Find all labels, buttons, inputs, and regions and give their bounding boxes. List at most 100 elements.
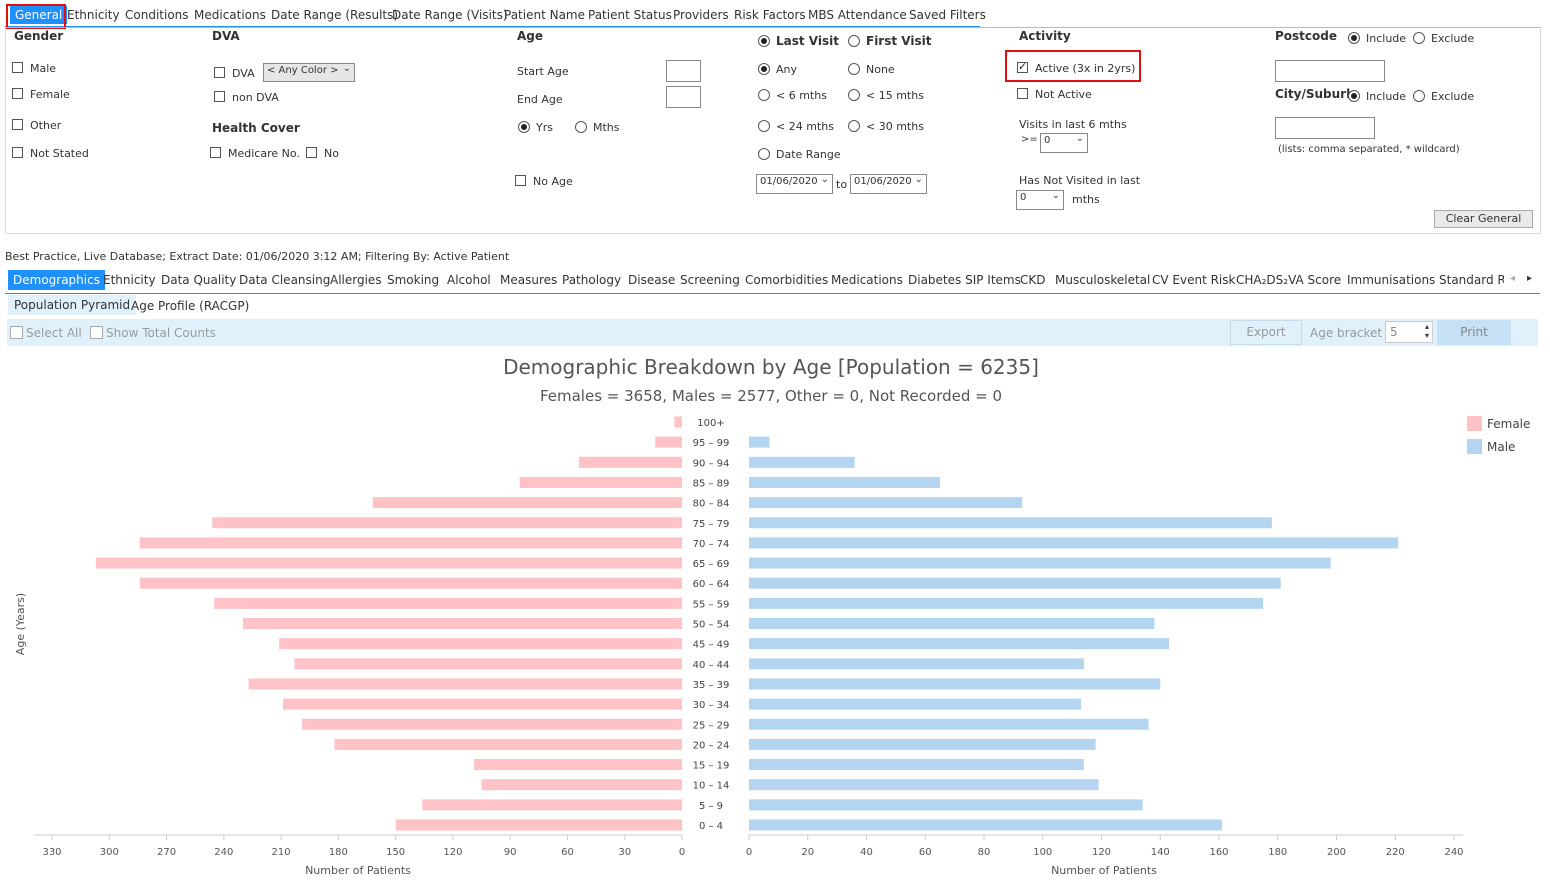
- bar-male-7[interactable]: [749, 557, 1331, 569]
- report-tab-medications[interactable]: Medications: [831, 273, 903, 287]
- not-visited-select[interactable]: 0 ⌄: [1016, 190, 1064, 210]
- report-tab-cha-ds-va-score[interactable]: CHA₂DS₂VA Score: [1236, 273, 1342, 287]
- bar-male-9[interactable]: [749, 597, 1264, 609]
- age-bracket-input[interactable]: 5 ▴ ▾: [1385, 321, 1433, 343]
- no-medicare-checkbox[interactable]: [306, 147, 317, 158]
- male-checkbox[interactable]: [12, 62, 23, 73]
- dva-color-select[interactable]: < Any Color > ⌄: [263, 63, 355, 82]
- filter-tab-saved-filters[interactable]: Saved Filters: [909, 8, 986, 22]
- show-total-checkbox[interactable]: [90, 326, 103, 339]
- report-tab-measures[interactable]: Measures: [500, 273, 558, 287]
- city-exclude-radio[interactable]: [1413, 90, 1425, 102]
- bar-male-3[interactable]: [749, 476, 940, 488]
- report-tab-screening[interactable]: Screening: [680, 273, 740, 287]
- filter-tab-patient-status[interactable]: Patient Status: [588, 8, 672, 22]
- start-age-input[interactable]: [666, 60, 701, 82]
- bar-male-6[interactable]: [749, 537, 1399, 549]
- legend-female-label[interactable]: Female: [1487, 417, 1530, 431]
- not-stated-checkbox[interactable]: [12, 147, 23, 158]
- postcode-include-radio[interactable]: [1348, 32, 1360, 44]
- city-include-radio[interactable]: [1348, 90, 1360, 102]
- postcode-input[interactable]: [1275, 60, 1385, 82]
- medicare-checkbox[interactable]: [210, 147, 221, 158]
- report-tab-cv-event-risk[interactable]: CV Event Risk: [1152, 273, 1236, 287]
- bar-male-15[interactable]: [749, 718, 1149, 730]
- bar-male-1[interactable]: [749, 436, 770, 448]
- bar-male-17[interactable]: [749, 759, 1084, 771]
- bar-female-16[interactable]: [334, 738, 682, 750]
- bar-female-10[interactable]: [242, 618, 682, 629]
- bar-male-5[interactable]: [749, 517, 1272, 529]
- filter-tab-patient-name[interactable]: Patient Name: [504, 8, 585, 22]
- lt24-radio[interactable]: [758, 120, 770, 132]
- report-tab-comorbidities[interactable]: Comorbidities: [745, 273, 829, 287]
- bar-female-15[interactable]: [302, 718, 682, 730]
- bar-female-13[interactable]: [248, 678, 683, 690]
- date-from-select[interactable]: 01/06/2020 ⌄: [756, 174, 833, 194]
- bar-female-7[interactable]: [95, 557, 683, 569]
- bar-female-5[interactable]: [212, 517, 682, 529]
- report-tab-demographics[interactable]: Demographics: [8, 270, 105, 290]
- select-all-checkbox[interactable]: [10, 326, 23, 339]
- active-checkbox[interactable]: [1017, 60, 1028, 73]
- filter-tab-risk-factors[interactable]: Risk Factors: [734, 8, 806, 22]
- legend-male-swatch[interactable]: [1467, 439, 1482, 454]
- end-age-input[interactable]: [666, 86, 701, 108]
- bar-male-4[interactable]: [749, 497, 1023, 509]
- first-visit-radio[interactable]: [848, 35, 860, 47]
- none-radio[interactable]: [848, 63, 860, 75]
- any-radio[interactable]: [758, 63, 770, 75]
- report-tab-alcohol[interactable]: Alcohol: [447, 273, 491, 287]
- date-to-select[interactable]: 01/06/2020 ⌄: [850, 174, 927, 194]
- report-tab-ethnicity[interactable]: Ethnicity: [103, 273, 156, 287]
- report-tab-standard-re[interactable]: Standard Re: [1439, 273, 1504, 287]
- last-visit-radio[interactable]: [758, 35, 770, 47]
- dva-checkbox[interactable]: [214, 67, 225, 78]
- bar-male-16[interactable]: [749, 738, 1096, 750]
- bar-male-14[interactable]: [749, 698, 1081, 710]
- bar-female-9[interactable]: [214, 597, 683, 609]
- female-checkbox[interactable]: [12, 88, 23, 99]
- lt6-radio[interactable]: [758, 89, 770, 101]
- other-checkbox[interactable]: [12, 119, 23, 130]
- date-range-radio[interactable]: [758, 148, 770, 160]
- report-tab-musculoskeletal[interactable]: Musculoskeletal: [1055, 273, 1151, 287]
- report-tab-smoking[interactable]: Smoking: [387, 273, 440, 287]
- filter-tab-general[interactable]: General: [10, 6, 68, 24]
- months-radio[interactable]: [575, 121, 587, 133]
- bar-female-11[interactable]: [279, 638, 682, 650]
- bar-male-8[interactable]: [749, 577, 1281, 589]
- report-tab-immunisations[interactable]: Immunisations: [1347, 273, 1436, 287]
- bar-male-10[interactable]: [749, 618, 1155, 629]
- report-tab-allergies[interactable]: Allergies: [330, 273, 382, 287]
- filter-tab-medications[interactable]: Medications: [194, 8, 266, 22]
- bar-male-2[interactable]: [749, 456, 855, 468]
- bar-female-6[interactable]: [139, 537, 682, 549]
- report-tab-ckd[interactable]: CKD: [1020, 273, 1046, 287]
- filter-tab-mbs-attendance[interactable]: MBS Attendance: [808, 8, 907, 22]
- bar-female-20[interactable]: [395, 819, 682, 831]
- report-tab-disease[interactable]: Disease: [628, 273, 676, 287]
- bar-male-20[interactable]: [749, 819, 1222, 831]
- tab-population-pyramid[interactable]: Population Pyramid: [8, 295, 137, 315]
- non-dva-checkbox[interactable]: [214, 91, 225, 102]
- bar-female-14[interactable]: [283, 698, 682, 710]
- bar-female-12[interactable]: [294, 658, 682, 670]
- tab-age-profile[interactable]: Age Profile (RACGP): [131, 299, 250, 313]
- clear-general-button[interactable]: Clear General: [1434, 210, 1533, 228]
- bar-female-4[interactable]: [372, 497, 682, 509]
- bar-male-19[interactable]: [749, 799, 1143, 811]
- bar-male-13[interactable]: [749, 678, 1161, 690]
- report-tab-data-quality[interactable]: Data Quality: [161, 273, 237, 287]
- no-age-checkbox[interactable]: [515, 175, 526, 186]
- bar-female-1[interactable]: [655, 436, 682, 448]
- print-button[interactable]: Print: [1437, 320, 1511, 345]
- report-tab-data-cleansing[interactable]: Data Cleansing: [239, 273, 331, 287]
- filter-tab-ethnicity[interactable]: Ethnicity: [67, 8, 120, 22]
- legend-female-swatch[interactable]: [1467, 416, 1482, 431]
- bar-male-18[interactable]: [749, 779, 1099, 791]
- bar-female-19[interactable]: [422, 799, 682, 811]
- years-radio[interactable]: [518, 121, 530, 133]
- report-tab-pathology[interactable]: Pathology: [562, 273, 622, 287]
- lt15-radio[interactable]: [848, 89, 860, 101]
